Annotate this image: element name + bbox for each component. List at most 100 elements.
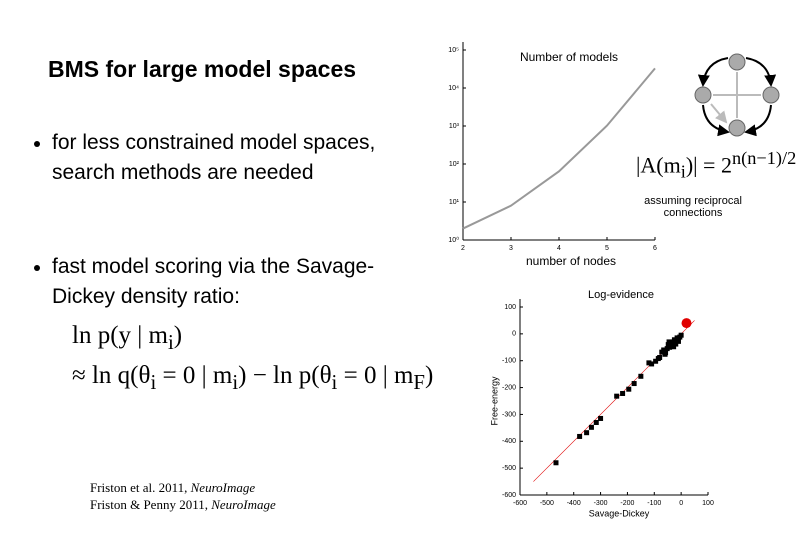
text-segment: NeuroImage [211,497,276,512]
point [673,341,679,347]
formula: ≈ ln q(θi = 0 | mi) − ln p(θi = 0 | mF) [72,362,433,395]
y-axis-label: Free-energy [489,376,499,426]
point [649,361,655,367]
edge [710,103,728,124]
text-segment: n(n−1)/2 [731,148,797,168]
y-tick-label: -200 [502,384,516,391]
point [665,342,671,348]
edge [744,104,772,137]
point [620,390,626,396]
x-axis-label: number of nodes [526,254,616,268]
text-segment: ln p(y | m [72,322,168,349]
text-segment: |A(m [636,152,681,178]
point [666,339,672,345]
bullet: for less constrained model spaces, searc… [30,128,392,188]
citation: Friston et al. 2011, NeuroImage [90,480,255,496]
x-tick-label: -400 [567,500,581,507]
node [762,86,780,104]
y-tick-label: 10⁰ [448,236,459,244]
chart-title: Number of models [520,50,618,64]
x-tick-label: 6 [653,245,657,252]
node [728,119,746,137]
x-tick-label: 2 [461,245,465,252]
point [675,338,681,344]
point [678,332,684,338]
text-segment: = 0 | m [156,362,233,389]
bullet: fast model scoring via the Savage-Dickey… [30,252,392,312]
text-segment: i [680,161,686,182]
text-segment: = 0 | m [337,362,414,389]
note: assuming reciprocal connections [644,195,742,219]
y-tick-label: -100 [502,358,516,365]
text-segment: ) [173,322,183,349]
point [584,430,590,436]
point [614,393,620,399]
text-segment: ≈ ln q(θ [72,362,151,389]
y-tick-label: 100 [504,304,516,311]
point [671,344,677,350]
x-tick-label: -200 [620,500,634,507]
point [662,351,668,357]
text-segment: Friston & Penny 2011, [90,497,212,512]
y-tick-label: -600 [502,492,516,499]
text-segment: ) [425,362,434,389]
x-tick-label: -500 [540,500,554,507]
y-tick-label: 10² [449,161,460,168]
text-segment: i [167,330,174,354]
x-tick-label: 5 [605,245,609,252]
text-segment: )| = 2 [685,152,732,178]
text-segment: i [150,370,157,394]
point [593,419,599,425]
text-segment: i [331,370,338,394]
y-tick-label: 10⁴ [448,85,459,92]
point [681,318,692,329]
chart: 100 0 -100 -200 -300 -400 -500 -600-600 -500 -400… [489,289,714,518]
edge [697,57,729,87]
x-tick-label: 100 [702,500,714,507]
y-tick-label: -400 [502,438,516,445]
node [694,86,712,104]
node [728,53,746,71]
point [631,381,637,387]
y-tick-label: 10⁵ [448,47,459,54]
network-diagram [694,53,780,137]
point [674,335,680,341]
edge [702,104,730,137]
x-tick-label: 0 [679,500,683,507]
point [653,358,659,364]
y-tick-label: 10³ [449,123,460,130]
x-tick-label: -300 [594,500,608,507]
x-tick-label: 3 [509,245,513,252]
bullet-list: fast model scoring via the Savage-Dickey… [30,252,392,312]
point [553,460,559,466]
point [638,373,644,379]
point [671,337,677,343]
y-tick-label: 10¹ [449,199,460,206]
edge [745,57,777,87]
chart-title: Log-evidence [588,289,654,301]
citation: Friston & Penny 2011, NeuroImage [90,497,276,513]
chart: 10⁰ 10¹ 10² 10³ 10⁴ 10⁵ 2 3 4 5 6 Number of models n… [448,42,657,268]
text-segment: F [413,370,425,394]
point [661,347,667,353]
point [588,424,594,430]
point [646,360,652,366]
text-segment: ) − ln p(θ [238,362,332,389]
x-tick-label: -600 [513,500,527,507]
slide-title: BMS for large model spaces [48,56,357,82]
point [655,356,661,362]
text-segment: NeuroImage [190,480,256,495]
x-tick-label: -100 [647,500,661,507]
formula: ln p(y | mi) [72,322,182,355]
text-segment: i [232,370,239,394]
point [626,386,632,392]
point [598,415,604,421]
text-segment: Friston et al. 2011, [90,480,191,495]
y-tick-label: 0 [512,331,516,338]
data-line [462,67,656,230]
bullet-list: for less constrained model spaces, searc… [30,128,392,188]
y-tick-label: -500 [502,465,516,472]
point [577,433,583,439]
